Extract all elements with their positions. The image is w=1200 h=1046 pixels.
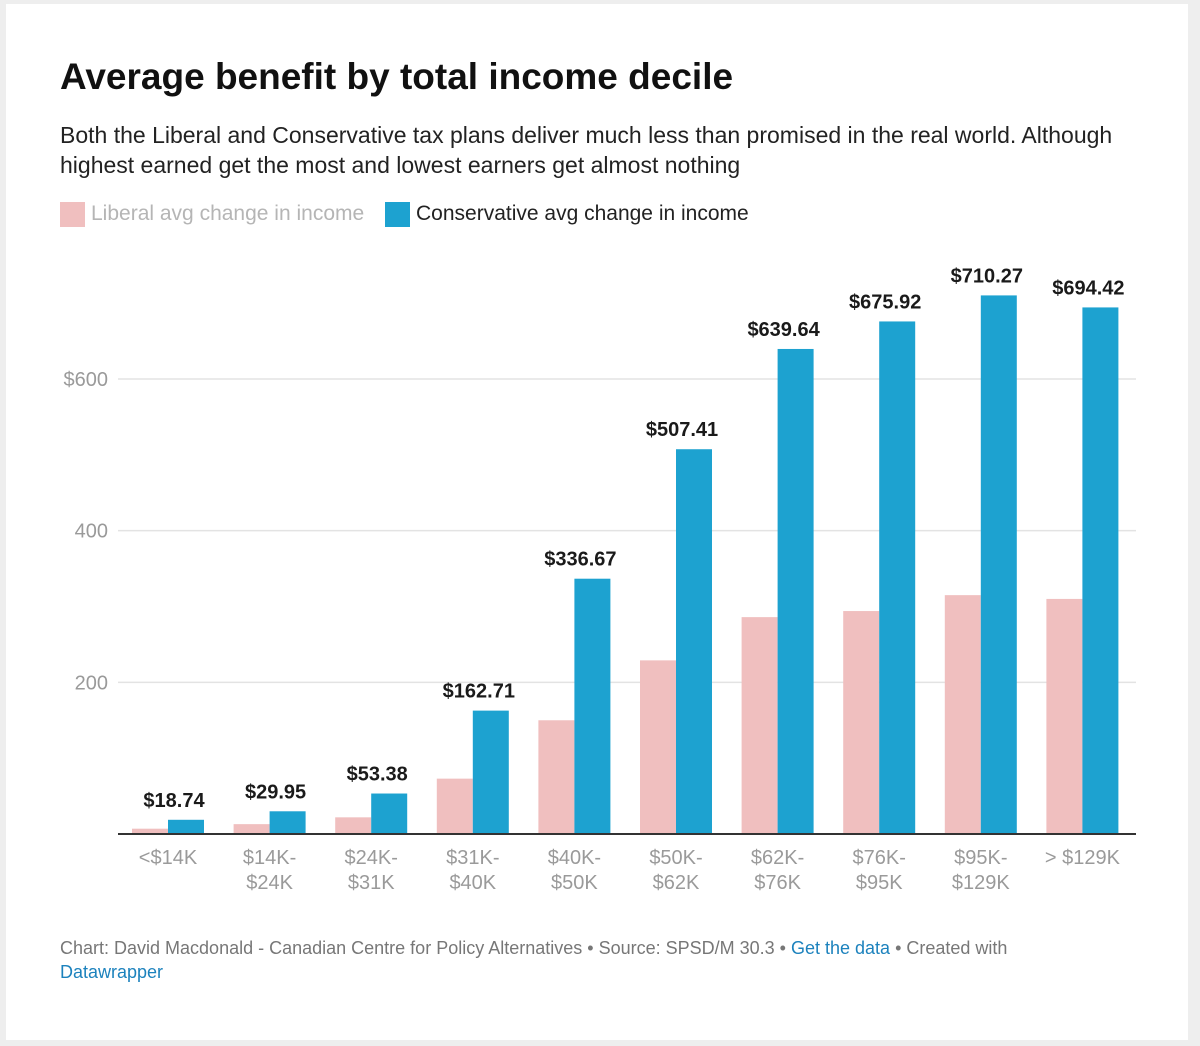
y-tick-label: $600 [64, 369, 109, 391]
bar-liberal[interactable] [335, 817, 372, 834]
legend-label-liberal: Liberal avg change in income [91, 202, 365, 225]
separator: • [774, 938, 791, 958]
data-label: $639.64 [747, 319, 820, 341]
x-tick-label: $50K [551, 872, 598, 894]
bar-liberal[interactable] [436, 778, 473, 834]
bar-liberal[interactable] [132, 828, 168, 834]
bar-conservative[interactable] [269, 811, 306, 834]
data-label: $507.41 [646, 419, 718, 441]
bar-conservative[interactable] [676, 449, 712, 834]
x-tick-label: $95K- [954, 847, 1007, 869]
bar-liberal[interactable] [1046, 598, 1083, 834]
bar-conservative[interactable] [574, 578, 611, 834]
separator: • [582, 938, 599, 958]
x-tick-label: $95K [856, 872, 903, 894]
chart-source-note: Chart: David Macdonald - Canadian Centre… [60, 936, 1120, 984]
legend-swatch-liberal [60, 201, 85, 227]
x-tick-label: $14K- [243, 847, 296, 869]
x-tick-label: $50K- [649, 847, 702, 869]
data-label: $18.74 [143, 790, 205, 812]
bar-conservative[interactable] [777, 348, 814, 834]
bar-conservative[interactable] [1082, 307, 1119, 834]
legend-label-conservative: Conservative avg change in income [416, 202, 749, 225]
x-tick-label: $31K [348, 872, 395, 894]
x-tick-label: $40K- [548, 847, 601, 869]
data-label: $336.67 [544, 549, 616, 571]
bar-liberal[interactable] [944, 595, 981, 834]
chart-title: Average benefit by total income decile [60, 56, 734, 97]
bar-conservative[interactable] [980, 295, 1017, 835]
created-with-text: Created with [906, 938, 1008, 958]
source-text: Source: SPSD/M 30.3 [598, 938, 775, 958]
bar-liberal[interactable] [233, 824, 270, 834]
x-axis: <$14K $14K- $24K $24K- $31K $31K- $40K $40K- $50… [118, 833, 1136, 894]
datawrapper-link[interactable]: Datawrapper [60, 962, 164, 982]
x-tick-label: $62K- [751, 847, 804, 869]
credit-text: Chart: David Macdonald - Canadian Centre… [60, 938, 583, 958]
bar-liberal[interactable] [538, 720, 575, 834]
x-tick-label: $24K- [345, 847, 398, 869]
data-label: $29.95 [245, 781, 306, 803]
data-label: $694.42 [1052, 277, 1124, 299]
separator: • [890, 938, 907, 958]
chart-subtitle: Both the Liberal and Conservative tax pl… [60, 122, 1113, 178]
y-tick-label: 400 [75, 521, 108, 543]
x-tick-label: $40K [449, 872, 496, 894]
legend-item-conservative[interactable]: Conservative avg change in income [385, 201, 749, 227]
bar-liberal[interactable] [741, 617, 778, 834]
grid-lines: 200 400 $600 [64, 369, 1136, 694]
x-tick-label: $24K [246, 872, 293, 894]
x-tick-label: $31K- [446, 847, 499, 869]
data-label: $162.71 [443, 681, 515, 703]
legend-swatch-conservative [385, 201, 410, 227]
bars [132, 295, 1119, 835]
x-tick-label: $76K- [853, 847, 906, 869]
data-labels: $18.74 $29.95 $53.38 $162.71 $336.67 $507.41 $… [143, 265, 1124, 811]
data-label: $675.92 [849, 291, 921, 313]
x-tick-label: $62K [653, 872, 700, 894]
y-tick-label: 200 [75, 672, 108, 694]
data-label: $53.38 [347, 764, 408, 786]
bar-chart: 200 400 $600 <$14K $14K- $24K $24K- $31K $31K- $… [64, 265, 1136, 894]
get-data-link[interactable]: Get the data [790, 938, 891, 958]
x-tick-label: <$14K [139, 847, 198, 869]
x-tick-label: $129K [952, 872, 1010, 894]
bar-conservative[interactable] [472, 710, 509, 834]
x-tick-label: > $129K [1045, 847, 1121, 869]
data-label: $710.27 [951, 265, 1023, 287]
bar-liberal[interactable] [640, 660, 676, 834]
bar-conservative[interactable] [371, 793, 408, 834]
bar-conservative[interactable] [168, 819, 204, 834]
x-tick-label: $76K [754, 872, 801, 894]
bar-conservative[interactable] [879, 321, 916, 835]
legend-item-liberal[interactable]: Liberal avg change in income [60, 201, 364, 227]
chart-card: Average benefit by total income decile B… [6, 4, 1188, 1040]
bar-liberal[interactable] [843, 611, 880, 834]
